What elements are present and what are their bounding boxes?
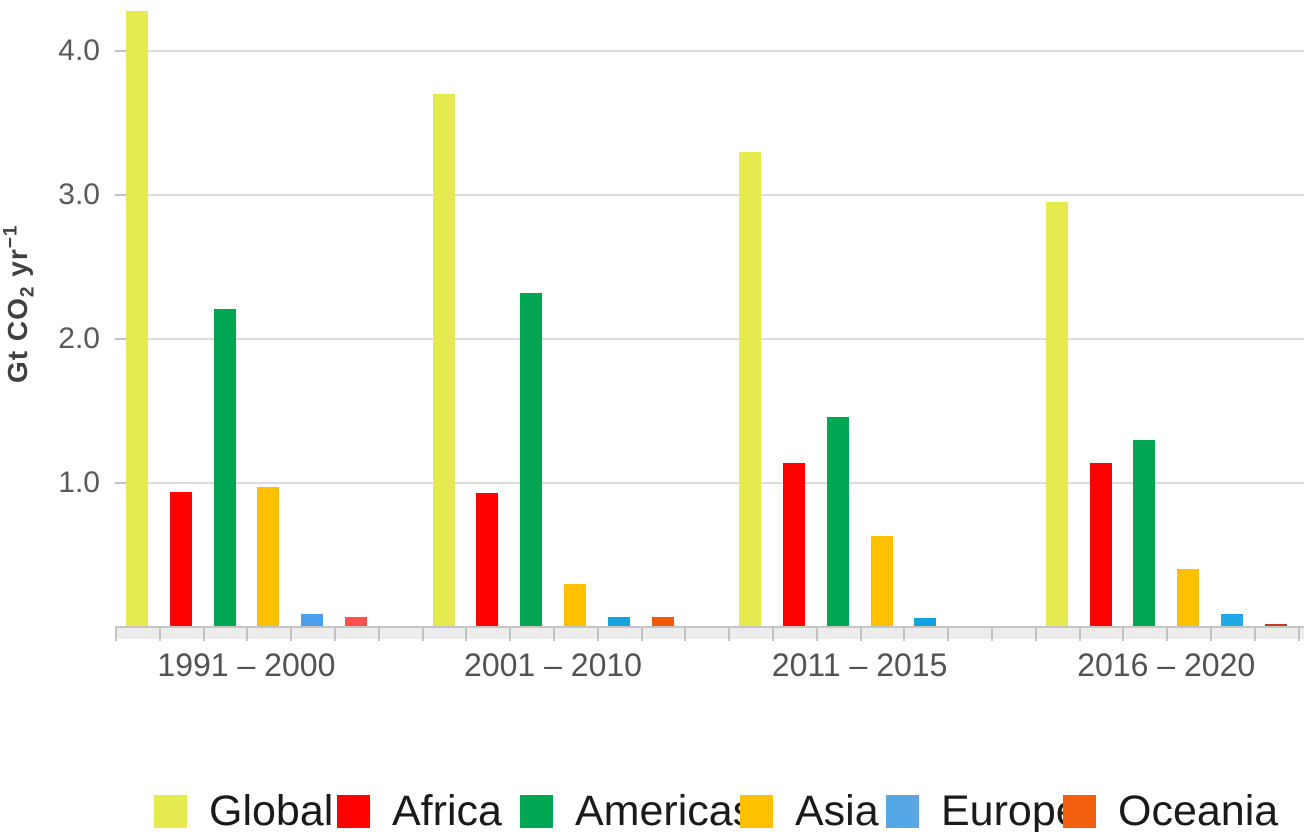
x-axis-tick <box>1166 627 1169 641</box>
legend-item-global: Global <box>154 790 333 832</box>
y-tick-label: 1.0 <box>58 466 100 499</box>
x-axis-tick <box>1253 627 1256 641</box>
bar-asia-4 <box>1177 569 1200 627</box>
x-axis-tick <box>509 627 512 641</box>
x-category-label: 2011 – 2015 <box>771 647 948 683</box>
bar-oceania-4 <box>1264 624 1287 627</box>
y-axis-tick <box>115 482 131 484</box>
x-category-label: 2016 – 2020 <box>1077 647 1256 683</box>
x-axis-tick <box>334 627 336 641</box>
bar-europe-2 <box>607 617 630 627</box>
x-axis-tick <box>684 627 687 641</box>
y-tick-label: 4.0 <box>58 34 100 67</box>
x-axis-tick <box>553 627 555 641</box>
legend-item-africa: Africa <box>337 790 502 832</box>
x-category-label: 1991 – 2000 <box>157 647 336 683</box>
x-axis-tick <box>640 627 643 641</box>
legend: Global Africa Americas Asia Europe Oceania <box>0 790 1304 832</box>
y-axis-tick <box>115 338 131 340</box>
bar-africa-3 <box>782 463 805 627</box>
bar-asia-3 <box>870 536 893 627</box>
gridline <box>115 194 1304 196</box>
bar-global-2 <box>432 94 455 627</box>
legend-item-oceania: Oceania <box>1063 790 1278 832</box>
x-axis-tick <box>1297 627 1300 641</box>
legend-swatch-europe <box>886 794 919 828</box>
legend-label: Oceania <box>1118 787 1279 832</box>
x-axis-tick <box>465 627 468 641</box>
y-tick-label: 2.0 <box>58 322 100 355</box>
x-axis-tick <box>772 627 774 641</box>
x-axis-tick <box>596 627 599 641</box>
legend-swatch-americas <box>520 794 553 828</box>
bar-global-1 <box>125 11 148 627</box>
gridline <box>115 50 1304 52</box>
bar-oceania-2 <box>651 617 674 627</box>
legend-swatch-oceania <box>1063 794 1096 828</box>
legend-item-americas: Americas <box>520 790 754 832</box>
x-axis-line <box>115 626 1304 628</box>
gridline <box>115 482 1304 484</box>
bar-americas-1 <box>213 309 236 627</box>
x-axis-tick <box>158 627 161 641</box>
legend-label: Africa <box>392 787 502 832</box>
bar-africa-1 <box>169 492 192 627</box>
x-axis-tick <box>1078 627 1081 641</box>
x-axis-tick <box>421 627 424 641</box>
bar-europe-3 <box>914 618 937 627</box>
bar-americas-2 <box>520 293 543 627</box>
x-axis-tick <box>115 627 117 641</box>
bar-europe-1 <box>301 614 324 627</box>
x-axis-tick <box>903 627 906 641</box>
x-axis-tick <box>290 627 293 641</box>
x-axis-tick <box>246 627 249 641</box>
legend-label: Global <box>209 787 334 832</box>
bar-oceania-1 <box>344 617 367 627</box>
legend-item-asia: Asia <box>740 790 879 832</box>
x-axis-tick <box>1210 627 1212 641</box>
legend-swatch-global <box>154 794 187 828</box>
x-axis-tick <box>815 627 818 641</box>
x-axis-tick <box>991 627 993 641</box>
x-axis-tick <box>728 627 731 641</box>
bar-global-3 <box>739 152 762 627</box>
bar-asia-1 <box>257 487 280 627</box>
legend-label: Americas <box>575 787 755 832</box>
y-tick-label: 3.0 <box>58 178 100 211</box>
x-axis-tick <box>1034 627 1037 641</box>
gridline <box>115 338 1304 340</box>
x-axis-tick <box>202 627 205 641</box>
legend-label: Europe <box>941 787 1080 832</box>
bar-asia-2 <box>563 584 586 627</box>
x-axis-tick <box>947 627 950 641</box>
x-axis-strip <box>115 628 1304 639</box>
bar-europe-4 <box>1220 614 1243 627</box>
bar-africa-4 <box>1089 463 1112 627</box>
x-axis-tick <box>377 627 380 641</box>
x-axis-tick <box>859 627 862 641</box>
legend-label: Asia <box>795 787 879 832</box>
legend-item-europe: Europe <box>886 790 1080 832</box>
legend-swatch-africa <box>337 794 370 828</box>
bar-americas-3 <box>826 417 849 627</box>
y-axis-tick <box>115 194 131 196</box>
x-category-label: 2001 – 2010 <box>464 647 642 683</box>
bar-americas-4 <box>1133 440 1156 627</box>
y-axis-tick <box>115 50 131 52</box>
bar-global-4 <box>1045 202 1068 627</box>
bar-africa-2 <box>476 493 499 627</box>
x-axis-tick <box>1122 627 1125 641</box>
legend-swatch-asia <box>740 794 773 828</box>
